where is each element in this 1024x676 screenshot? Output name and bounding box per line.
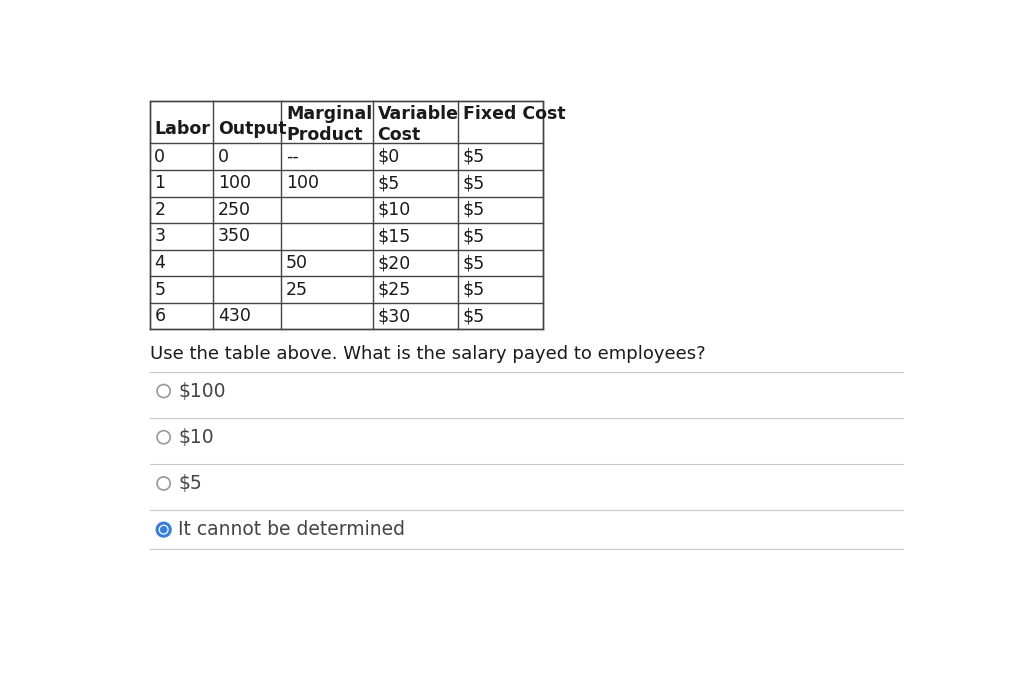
Circle shape bbox=[157, 477, 170, 490]
Circle shape bbox=[157, 385, 170, 397]
Text: $5: $5 bbox=[463, 254, 485, 272]
Text: $15: $15 bbox=[378, 227, 411, 245]
Bar bbox=[150, 101, 544, 329]
Text: Marginal
Product: Marginal Product bbox=[286, 105, 373, 145]
Text: Use the table above. What is the salary payed to employees?: Use the table above. What is the salary … bbox=[150, 345, 706, 363]
Text: $5: $5 bbox=[178, 474, 202, 493]
Text: 5: 5 bbox=[155, 281, 165, 299]
Circle shape bbox=[157, 523, 170, 536]
Text: 100: 100 bbox=[218, 174, 251, 193]
Text: 350: 350 bbox=[218, 227, 251, 245]
Circle shape bbox=[157, 431, 170, 443]
Text: $5: $5 bbox=[378, 174, 399, 193]
Text: 2: 2 bbox=[155, 201, 165, 219]
Text: 430: 430 bbox=[218, 307, 251, 325]
Text: $0: $0 bbox=[378, 148, 399, 166]
Text: $5: $5 bbox=[463, 227, 485, 245]
Text: $100: $100 bbox=[178, 381, 226, 401]
Text: $20: $20 bbox=[378, 254, 411, 272]
Text: 100: 100 bbox=[286, 174, 319, 193]
Text: 4: 4 bbox=[155, 254, 165, 272]
Text: $10: $10 bbox=[378, 201, 411, 219]
Text: 0: 0 bbox=[218, 148, 229, 166]
Text: $5: $5 bbox=[463, 281, 485, 299]
Circle shape bbox=[160, 526, 168, 533]
Text: 1: 1 bbox=[155, 174, 165, 193]
Text: --: -- bbox=[286, 148, 299, 166]
Text: Labor: Labor bbox=[155, 120, 210, 138]
Text: Variable
Cost: Variable Cost bbox=[378, 105, 459, 145]
Text: 0: 0 bbox=[155, 148, 165, 166]
Text: 3: 3 bbox=[155, 227, 165, 245]
Text: $5: $5 bbox=[463, 148, 485, 166]
Text: $5: $5 bbox=[463, 201, 485, 219]
Text: 250: 250 bbox=[218, 201, 251, 219]
Text: $10: $10 bbox=[178, 428, 214, 447]
Text: Output: Output bbox=[218, 120, 287, 138]
Text: It cannot be determined: It cannot be determined bbox=[178, 520, 406, 539]
Text: Fixed Cost: Fixed Cost bbox=[463, 105, 565, 123]
Text: $30: $30 bbox=[378, 307, 411, 325]
Text: 50: 50 bbox=[286, 254, 308, 272]
Text: 6: 6 bbox=[155, 307, 166, 325]
Text: $5: $5 bbox=[463, 307, 485, 325]
Text: $5: $5 bbox=[463, 174, 485, 193]
Text: $25: $25 bbox=[378, 281, 411, 299]
Text: 25: 25 bbox=[286, 281, 308, 299]
